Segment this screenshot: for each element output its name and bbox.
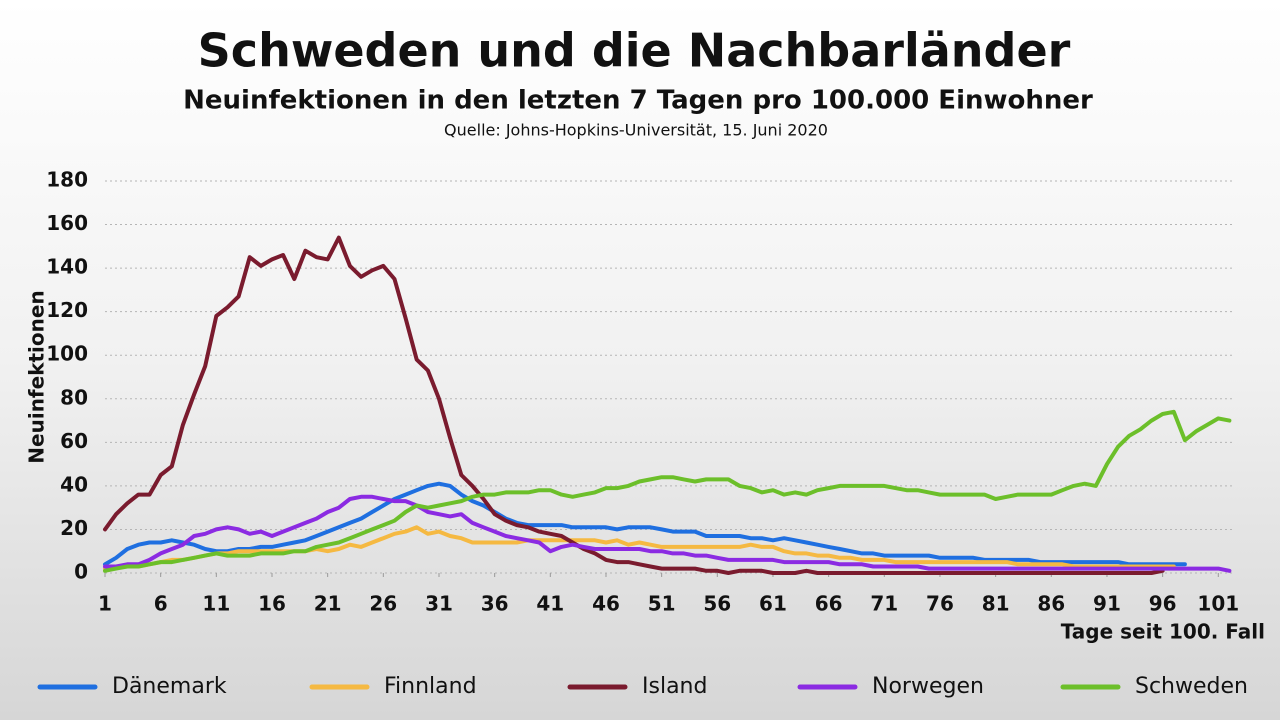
line-series [103,481,1187,567]
x-tick-label: 86 [1037,592,1065,616]
y-tick-label: 160 [46,211,88,235]
source: Quelle: Johns-Hopkins-Universität, 15. J… [444,121,828,140]
line-series [103,235,1165,575]
x-tick-label: 96 [1149,592,1177,616]
x-tick-label: 76 [926,592,954,616]
legend-label: Norwegen [872,674,984,699]
y-tick-label: 140 [46,255,88,279]
y-tick-label: 180 [46,168,88,192]
y-tick-label: 100 [46,342,88,366]
legend-label: Schweden [1135,674,1248,699]
x-axis-label: Tage seit 100. Fall [1061,620,1265,644]
y-tick-label: 60 [60,429,88,453]
x-tick-label: 21 [314,592,342,616]
x-tick-label: 16 [258,592,286,616]
y-tick-label: 120 [46,298,88,322]
x-tick-label: 71 [870,592,898,616]
x-tick-label: 6 [154,592,168,616]
y-axis-label: Neuinfektionen [25,290,49,463]
x-tick-label: 101 [1197,592,1239,616]
line-series [103,494,1232,573]
line-series [103,409,1232,573]
x-tick-label: 31 [425,592,453,616]
chart-subtitle: Neuinfektionen in den letzten 7 Tagen pr… [183,86,1093,116]
x-tick-label: 41 [536,592,564,616]
y-tick-label: 20 [60,516,88,540]
x-tick-label: 26 [369,592,397,616]
x-tick-label: 1 [98,592,112,616]
legend-label: Dänemark [112,674,227,699]
x-tick-label: 36 [481,592,509,616]
x-tick-label: 56 [703,592,731,616]
x-tick-label: 61 [759,592,787,616]
y-tick-label: 40 [60,472,88,496]
x-tick-label: 91 [1093,592,1121,616]
x-tick-label: 46 [592,592,620,616]
x-tick-label: 51 [648,592,676,616]
x-tick-label: 66 [815,592,843,616]
chart-title: Schweden und die Nachbarländer [198,24,1071,78]
line-series [103,525,1176,571]
x-tick-label: 11 [202,592,230,616]
legend-label: Finnland [384,674,477,699]
legend-label: Island [642,674,707,699]
y-tick-label: 80 [60,385,88,409]
y-tick-label: 0 [74,560,88,584]
x-tick-label: 81 [982,592,1010,616]
